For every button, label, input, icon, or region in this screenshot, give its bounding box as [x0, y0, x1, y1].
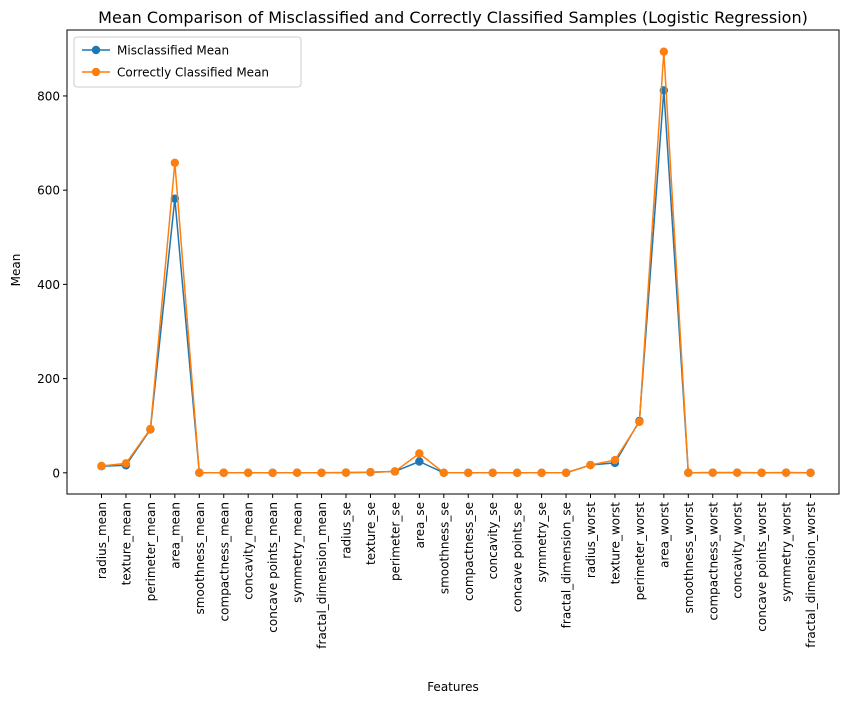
- series-2-point: [659, 47, 669, 56]
- series-2-point: [390, 467, 400, 476]
- series-2-point: [610, 455, 620, 465]
- x-axis-label: Features: [427, 680, 479, 694]
- series-line-1: [101, 89, 811, 474]
- y-axis: 0 200 400 600 800: [37, 89, 67, 480]
- series-2-point: [586, 460, 595, 470]
- series-2-point: [781, 468, 791, 477]
- legend-label-2: Correctly Classified Mean: [117, 66, 269, 80]
- y-axis-label: Mean: [9, 254, 23, 287]
- series-2-point: [464, 468, 473, 477]
- series-2-point: [97, 461, 106, 471]
- x-tick-label: compactness_worst: [706, 502, 720, 621]
- y-tick-label: 0: [52, 466, 60, 480]
- plot-area: [97, 47, 815, 478]
- x-tick-label: texture_mean: [119, 502, 133, 585]
- x-tick-label: fractal_dimension_worst: [804, 502, 818, 648]
- series-2-point: [439, 468, 448, 477]
- series-line-2: [101, 50, 811, 474]
- series-2-point: [170, 158, 180, 168]
- x-tick-label: symmetry_se: [535, 502, 549, 583]
- x-tick-label: concavity_worst: [731, 502, 745, 599]
- x-tick-label: radius_mean: [95, 502, 109, 579]
- x-tick-label: area_worst: [657, 502, 671, 568]
- series-2-point: [537, 468, 546, 477]
- series-2-point: [366, 468, 375, 477]
- x-tick-label: concavity_se: [486, 502, 500, 579]
- y-tick-label: 200: [37, 372, 60, 386]
- x-tick-label: compactness_mean: [217, 502, 231, 621]
- series-2-point: [708, 468, 717, 477]
- legend-marker-1: [91, 45, 101, 55]
- legend-label-1: Misclassified Mean: [117, 44, 229, 58]
- x-tick-label: texture_se: [364, 502, 378, 565]
- series-2-point: [512, 468, 522, 477]
- series-2-point: [268, 468, 277, 477]
- x-tick-label: area_se: [413, 502, 427, 548]
- x-tick-label: smoothness_se: [437, 502, 451, 594]
- series-2-point: [317, 468, 326, 477]
- x-tick-label: smoothness_worst: [682, 502, 696, 614]
- y-tick-label: 600: [37, 184, 60, 198]
- x-tick-label: smoothness_mean: [193, 502, 207, 614]
- x-tick-label: perimeter_se: [388, 502, 402, 581]
- series-1-point: [415, 457, 424, 466]
- series-2-point: [733, 468, 742, 477]
- series-2-point: [292, 468, 302, 477]
- chart-title: Mean Comparison of Misclassified and Cor…: [98, 8, 808, 27]
- series-2-point: [757, 468, 766, 477]
- x-tick-label: fractal_dimension_mean: [315, 502, 329, 649]
- series-2-point: [684, 468, 693, 477]
- x-tick-label: perimeter_worst: [633, 502, 647, 601]
- y-tick-label: 400: [37, 278, 60, 292]
- x-tick-label: texture_worst: [608, 502, 622, 585]
- x-axis: radius_mean texture_mean perimeter_mean are…: [95, 494, 818, 649]
- x-tick-label: symmetry_mean: [291, 502, 305, 603]
- plot-frame: [66, 29, 840, 495]
- series-2-point: [415, 449, 424, 458]
- x-tick-label: symmetry_worst: [780, 502, 794, 602]
- legend: Misclassified Mean Correctly Classified M…: [73, 36, 302, 88]
- x-tick-label: radius_se: [340, 502, 354, 559]
- x-tick-label: concave points_mean: [266, 502, 280, 633]
- legend-box: [73, 36, 302, 88]
- series-2-point: [146, 424, 155, 434]
- x-tick-label: perimeter_mean: [144, 502, 158, 601]
- series-2-point: [561, 468, 571, 478]
- legend-marker-2: [91, 67, 101, 77]
- series-2-point: [341, 468, 351, 477]
- series-2-point: [635, 417, 644, 427]
- x-tick-label: concave points_worst: [755, 502, 769, 632]
- x-tick-label: area_mean: [168, 502, 182, 569]
- series-2-point: [806, 468, 815, 477]
- series-2-point: [195, 468, 204, 477]
- y-tick-label: 800: [37, 89, 60, 103]
- x-tick-label: radius_worst: [584, 502, 598, 578]
- x-tick-label: concavity_mean: [242, 502, 256, 600]
- series-2-point: [488, 468, 497, 477]
- x-tick-label: compactness_se: [462, 502, 476, 601]
- series-2-point: [244, 468, 253, 477]
- series-2-point: [219, 468, 228, 477]
- x-tick-label: concave points_se: [511, 502, 525, 612]
- series-2-point: [121, 459, 131, 468]
- x-tick-label: fractal_dimension_se: [560, 502, 574, 628]
